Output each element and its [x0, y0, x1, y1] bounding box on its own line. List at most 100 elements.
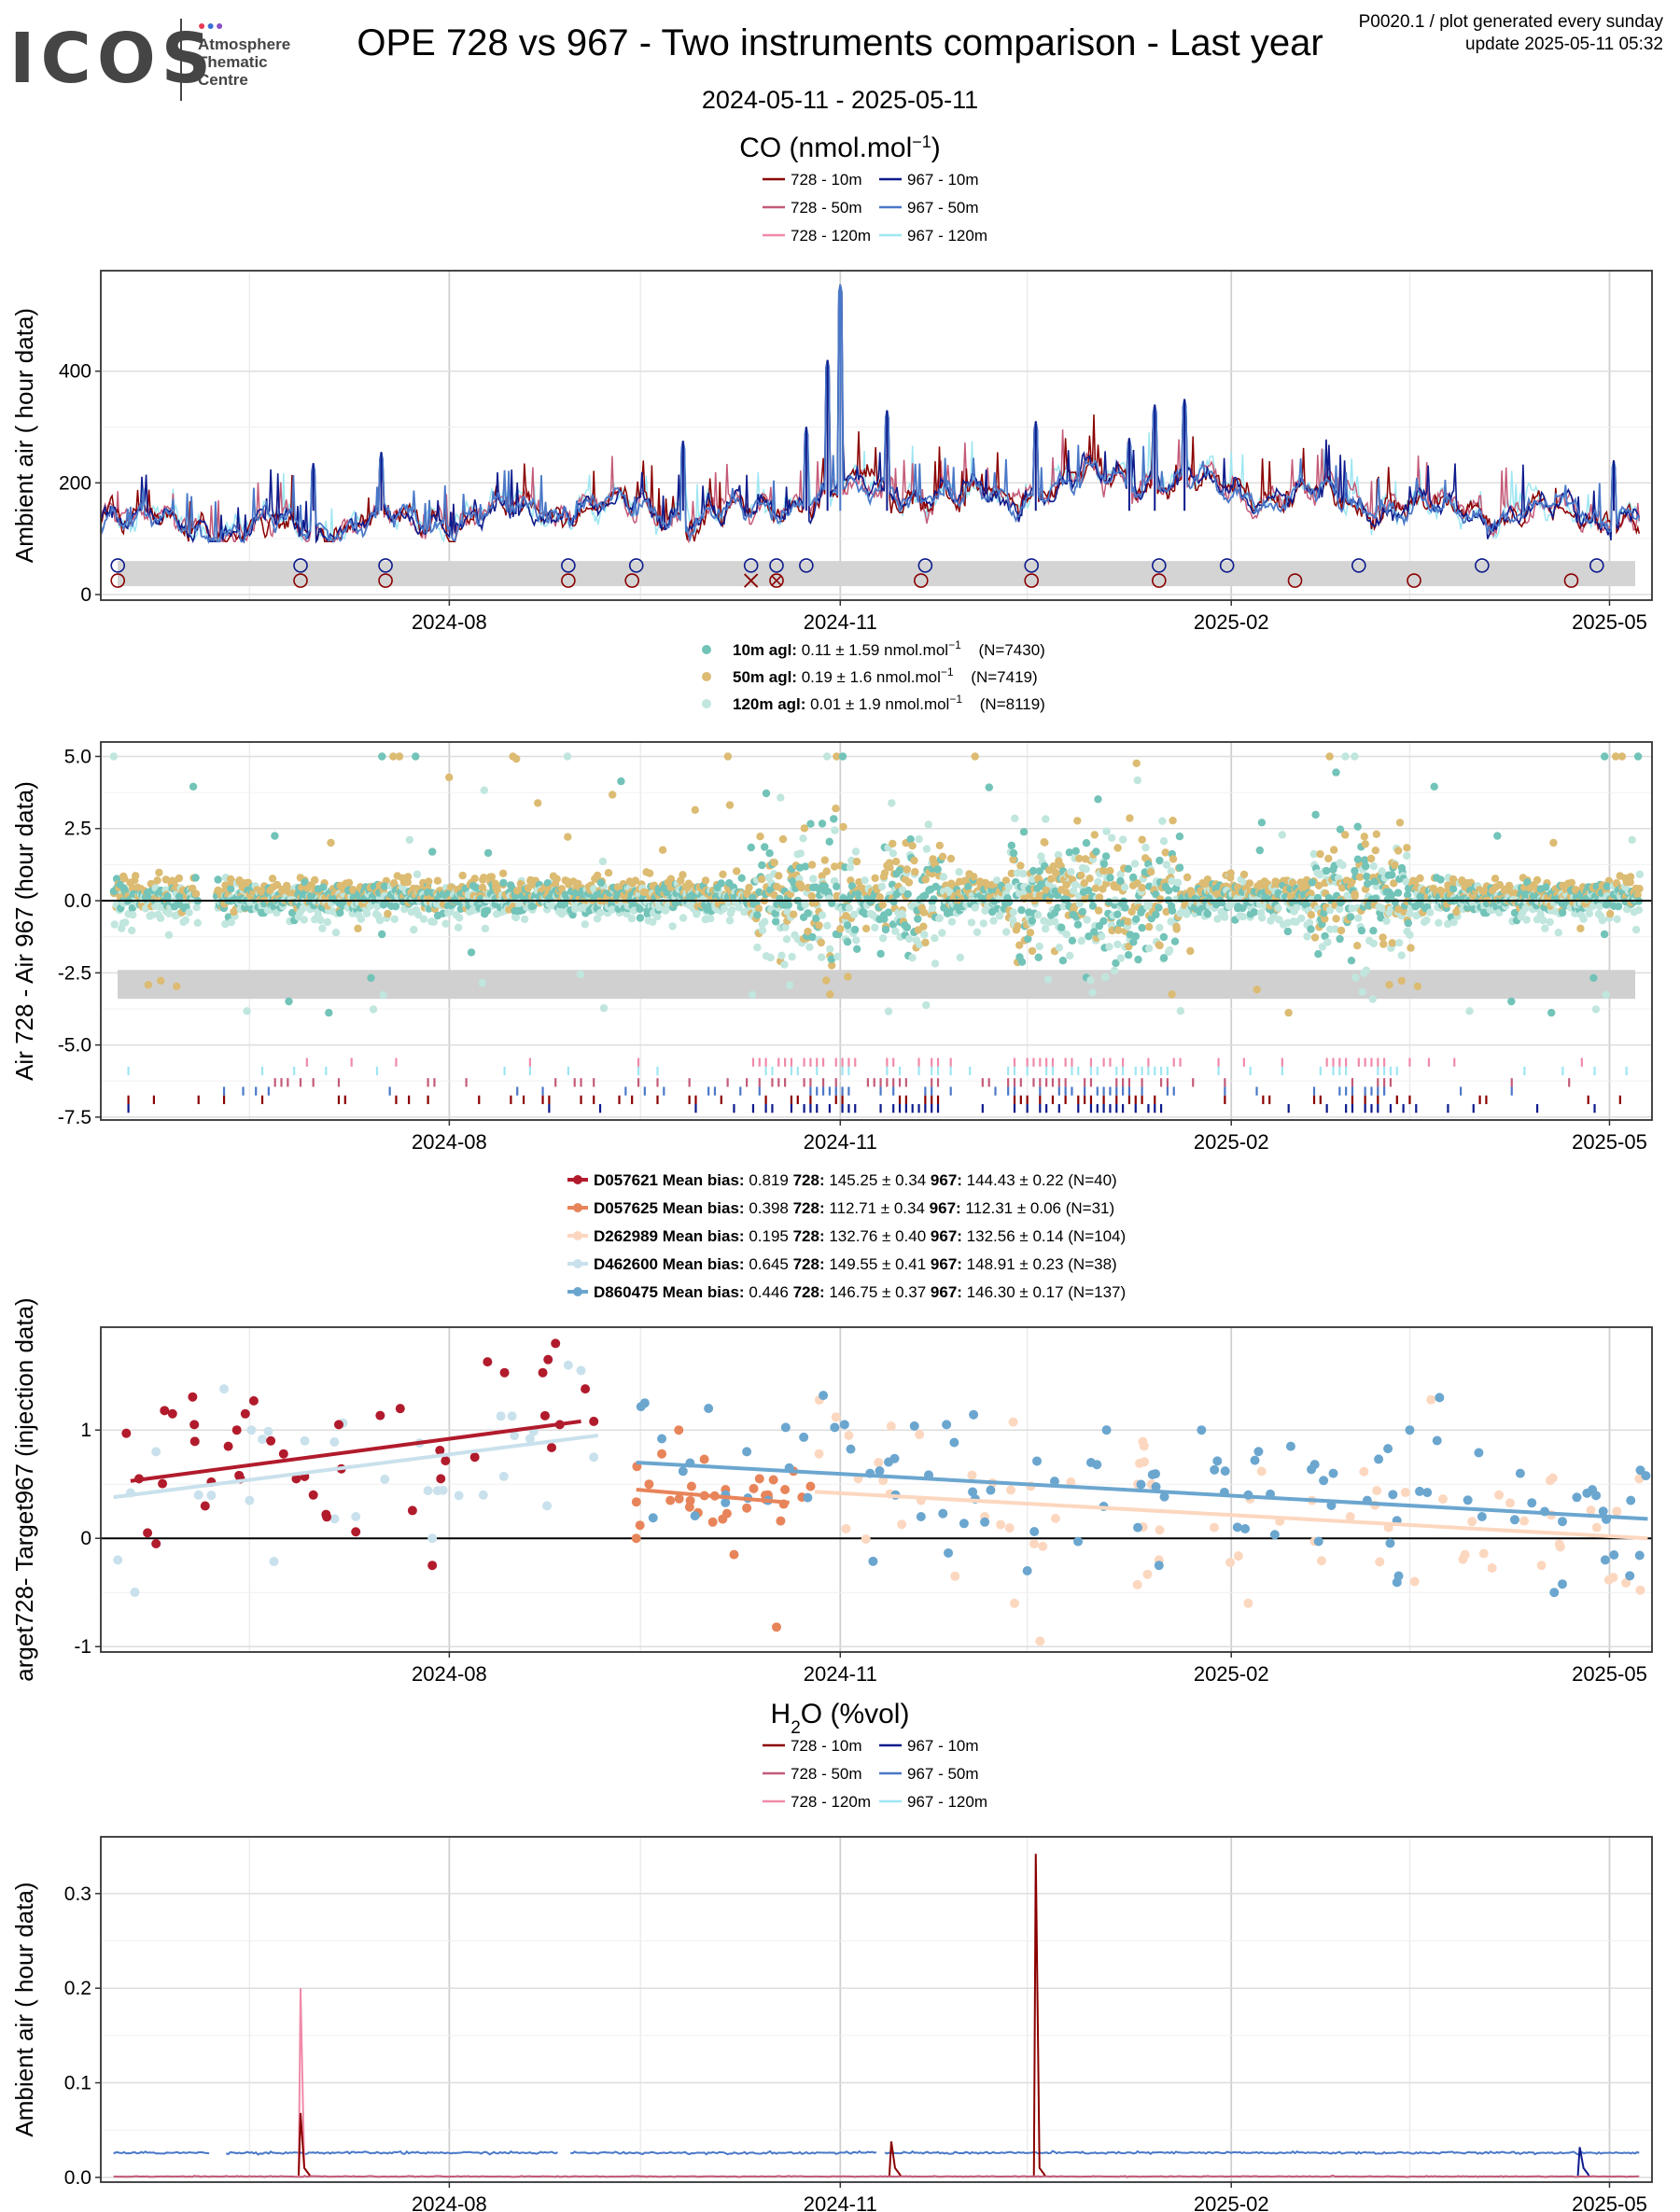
- h2o-legend-label: 967 - 10m: [907, 1737, 979, 1755]
- diff-point-10m: [1510, 908, 1519, 917]
- co-marker-728: [769, 573, 784, 588]
- diff-point-50m: [797, 883, 805, 892]
- diff-point-120m: [1094, 877, 1102, 887]
- target-fit-D057621: [130, 1419, 581, 1483]
- diff-point-120m: [299, 904, 307, 913]
- target-point-D860475: [1307, 1464, 1317, 1475]
- diff-point-50m: [826, 990, 834, 999]
- target-point-D057625: [674, 1493, 684, 1504]
- co-marker-967: [769, 558, 784, 573]
- diff-point-120m: [823, 921, 832, 930]
- diff-point-120m: [753, 944, 762, 952]
- co-marker-728: [1407, 573, 1421, 588]
- co-marker-967: [1589, 558, 1604, 573]
- diff-point-120m: [781, 923, 790, 931]
- diff-point-10m: [1007, 841, 1016, 850]
- diff-point-120m: [1037, 852, 1045, 861]
- update-info: P0020.1 / plot generated every sunday up…: [1359, 11, 1663, 56]
- diff-point-120m: [1088, 988, 1097, 997]
- target-point-D860475: [1392, 1577, 1402, 1588]
- diff-point-10m: [1175, 833, 1184, 841]
- diff-point-50m: [1314, 881, 1323, 889]
- diff-point-10m: [889, 897, 898, 906]
- diff-point-50m: [1286, 892, 1295, 901]
- target-point-D860475: [1136, 1479, 1146, 1490]
- diff-point-50m: [1126, 814, 1134, 822]
- diff-point-120m: [956, 953, 965, 962]
- diff-point-120m: [1071, 880, 1080, 889]
- diff-point-50m: [433, 876, 442, 885]
- diff-point-10m: [1090, 928, 1099, 936]
- target-point-D860475: [986, 1485, 996, 1495]
- diff-point-120m: [1141, 843, 1150, 852]
- target-point-D262989: [1375, 1557, 1385, 1567]
- target-point-D057621: [266, 1435, 276, 1446]
- target-point-D057621: [231, 1425, 242, 1435]
- target-legend-b: 146.30 ± 0.17 (N=137): [967, 1283, 1126, 1301]
- diff-point-50m: [1014, 922, 1022, 931]
- diff-point-50m: [1172, 922, 1181, 931]
- target-point-D860475: [1385, 1538, 1395, 1548]
- target-point-D860475: [1269, 1530, 1280, 1540]
- diff-point-120m: [181, 916, 189, 925]
- diff-point-50m: [1239, 870, 1249, 879]
- diff-tick-label-x: 2024-08: [412, 1130, 487, 1154]
- target-tick-label-y: 0: [80, 1528, 91, 1549]
- target-point-D057625: [742, 1503, 752, 1513]
- co-marker-728: [1152, 573, 1167, 588]
- target-point-D860475: [1588, 1485, 1598, 1495]
- diff-point-10m: [1601, 752, 1609, 761]
- diff-point-120m: [748, 990, 757, 1000]
- target-point-D057621: [351, 1527, 361, 1537]
- diff-point-10m: [499, 878, 508, 888]
- diff-point-50m: [1114, 926, 1123, 934]
- diff-point-50m: [1077, 871, 1085, 880]
- diff-point-10m: [1449, 885, 1458, 893]
- diff-point-120m: [707, 914, 715, 923]
- diff-point-120m: [1009, 908, 1017, 917]
- diff-point-50m: [512, 754, 521, 763]
- h2o-frame: [100, 1836, 1653, 2183]
- target-point-D860475: [780, 1422, 791, 1433]
- diff-point-120m: [922, 1001, 931, 1010]
- diff-point-10m: [1308, 878, 1317, 887]
- target-point-D262989: [1555, 1542, 1565, 1552]
- diff-point-10m: [753, 911, 762, 919]
- date-range: 2024-05-11 - 2025-05-11: [701, 86, 979, 114]
- h2o-spike: [1032, 1854, 1046, 2177]
- target-point-D462600: [151, 1447, 161, 1457]
- diff-point-50m: [175, 874, 184, 883]
- diff-point-50m: [1073, 817, 1082, 825]
- target-point-D262989: [1345, 1512, 1355, 1521]
- target-point-D860475: [742, 1447, 752, 1457]
- diff-point-120m: [373, 902, 382, 911]
- target-point-D057621: [333, 1420, 343, 1430]
- diff-point-50m: [800, 824, 809, 833]
- diff-point-120m: [1602, 990, 1610, 1000]
- co-marker-967: [1475, 558, 1490, 573]
- diff-tick-label-y: -7.5: [58, 1107, 91, 1128]
- diff-point-120m: [390, 915, 399, 923]
- target-point-D860475: [1240, 1524, 1251, 1534]
- diff-point-50m: [1407, 944, 1415, 952]
- co-marker-728: [293, 573, 308, 588]
- diff-point-120m: [1351, 973, 1360, 982]
- diff-point-10m: [1106, 874, 1114, 882]
- target-point-D860475: [1527, 1498, 1537, 1508]
- target-point-D462600: [454, 1491, 464, 1501]
- target-legend-label: D462600 Mean bias: 0.645 728: 149.55 ± 0…: [594, 1255, 1117, 1273]
- co-marker-728: [914, 573, 929, 588]
- diff-point-120m: [777, 793, 785, 802]
- diff-point-50m: [534, 799, 542, 807]
- diff-point-50m: [524, 884, 532, 892]
- target-point-D057625: [707, 1517, 718, 1527]
- diff-point-10m: [761, 843, 769, 851]
- diff-point-10m: [1369, 927, 1378, 935]
- diff-point-10m: [1017, 905, 1026, 915]
- diff-point-120m: [1631, 925, 1641, 934]
- target-point-D057621: [151, 1539, 161, 1548]
- diff-point-120m: [576, 970, 585, 979]
- diff-point-10m: [1542, 883, 1550, 891]
- diff-point-10m: [1436, 875, 1445, 884]
- diff-point-120m: [405, 835, 413, 845]
